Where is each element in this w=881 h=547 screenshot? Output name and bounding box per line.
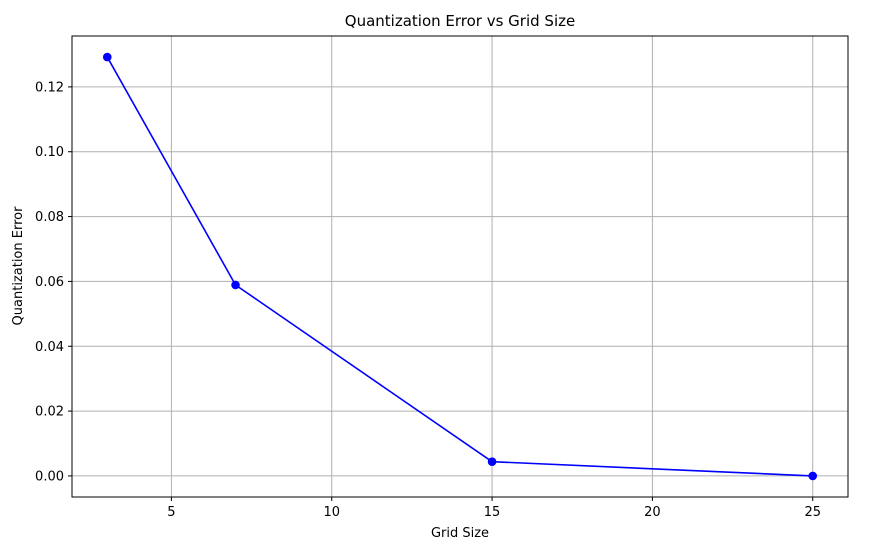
y-tick-label: 0.00	[35, 469, 64, 484]
data-point	[487, 457, 497, 466]
chart-title: Quantization Error vs Grid Size	[345, 12, 575, 30]
y-axis-label: Quantization Error	[11, 206, 26, 326]
series-layer	[102, 52, 818, 481]
y-tick-label: 0.04	[35, 340, 64, 355]
x-tick-label: 20	[644, 505, 661, 520]
plot-frame	[71, 35, 849, 498]
x-tick-label: 25	[804, 505, 821, 520]
x-tick-label: 5	[167, 505, 175, 520]
data-point	[808, 471, 818, 481]
y-tick-label: 0.08	[35, 210, 64, 225]
data-point	[231, 280, 240, 290]
x-axis-label: Grid Size	[431, 526, 489, 541]
ticks: 5 10 15 20 25 0.00 0.02 0.04 0.06 0.08 0.10 0.12	[35, 80, 821, 520]
x-tick-label: 15	[484, 505, 501, 520]
series-line	[106, 56, 813, 477]
y-tick-label: 0.12	[35, 80, 64, 95]
y-tick-label: 0.06	[35, 275, 64, 290]
y-tick-label: 0.02	[35, 405, 64, 420]
data-point	[102, 52, 112, 62]
grid	[72, 36, 848, 497]
x-tick-label: 10	[323, 505, 340, 520]
y-tick-label: 0.10	[35, 145, 64, 160]
